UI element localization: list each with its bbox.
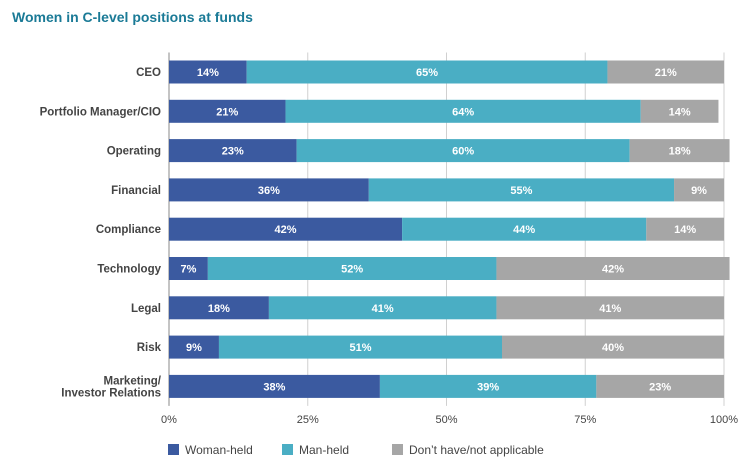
x-tick-label: 25% <box>297 414 319 426</box>
bar-don-t-have-not-applicable <box>607 60 724 84</box>
bar-man-held <box>218 335 502 359</box>
bar-don-t-have-not-applicable <box>596 374 724 398</box>
data-label: 52% <box>341 264 363 276</box>
bar-man-held <box>379 374 597 398</box>
data-label: 14% <box>669 106 691 118</box>
data-label: 60% <box>452 146 474 158</box>
data-label: 44% <box>513 224 535 236</box>
category-labels: CEO Portfolio Manager/CIO Operating Financi… <box>40 67 162 399</box>
bar-man-held <box>207 257 497 280</box>
data-label: 39% <box>477 381 499 393</box>
data-label: 65% <box>416 67 438 79</box>
data-label: 18% <box>669 146 691 158</box>
data-label: 36% <box>258 185 280 197</box>
data-label: 42% <box>602 264 624 276</box>
bar-woman-held <box>169 139 297 163</box>
x-tick-label: 75% <box>574 414 596 426</box>
bar-don-t-have-not-applicable <box>502 335 724 359</box>
data-label: 14% <box>674 224 696 236</box>
data-label: 51% <box>349 342 371 354</box>
legend-label: Woman-held <box>185 443 253 457</box>
data-label: 64% <box>452 106 474 118</box>
bar-man-held <box>368 178 675 202</box>
data-label: 9% <box>186 342 202 354</box>
legend-label: Man-held <box>299 443 349 457</box>
data-label: 23% <box>222 146 244 158</box>
category-label: CEO <box>136 67 161 79</box>
bar-woman-held <box>169 60 247 84</box>
x-tick-label: 100% <box>710 414 738 426</box>
chart-title: Women in C-level positions at funds <box>12 9 253 25</box>
category-label: Marketing/Investor Relations <box>61 375 162 399</box>
data-label: 7% <box>180 264 196 276</box>
legend-label: Don’t have/not applicable <box>409 443 544 457</box>
bar-man-held <box>268 296 497 320</box>
bar-woman-held <box>169 178 369 202</box>
bar-woman-held <box>169 217 403 241</box>
bar-woman-held <box>169 335 219 359</box>
bar-woman-held <box>169 374 380 398</box>
x-tick-label: 0% <box>161 414 177 426</box>
legend: Woman-held Man-held Don’t have/not applica… <box>168 443 544 457</box>
category-label: Legal <box>131 303 161 315</box>
bar-man-held <box>285 99 641 123</box>
category-label: Compliance <box>96 224 161 236</box>
data-label: 38% <box>263 381 285 393</box>
bar-woman-held <box>169 296 269 320</box>
x-tick-label: 50% <box>435 414 457 426</box>
bar-don-t-have-not-applicable <box>496 257 730 280</box>
bar-don-t-have-not-applicable <box>640 99 719 123</box>
bar-man-held <box>296 139 630 163</box>
bar-woman-held <box>169 257 208 280</box>
bar-don-t-have-not-applicable <box>646 217 724 241</box>
category-label: Operating <box>107 146 161 158</box>
category-label: Technology <box>97 264 161 276</box>
category-label: Risk <box>137 342 162 354</box>
data-label: 40% <box>602 342 624 354</box>
bar-don-t-have-not-applicable <box>496 296 724 320</box>
bar-woman-held <box>169 99 286 123</box>
legend-swatch-don-t-have-not-applicable <box>392 444 403 455</box>
data-label: 14% <box>197 67 219 79</box>
bar-don-t-have-not-applicable <box>674 178 724 202</box>
category-label: Financial <box>111 185 161 197</box>
bar-man-held <box>246 60 608 84</box>
bars: 14% 65% 21% 21% 64% 14% 23% 60% 18% 36% 55% 9% 42% 44… <box>169 60 730 398</box>
data-label: 41% <box>372 303 394 315</box>
data-label: 23% <box>649 381 671 393</box>
data-label: 42% <box>275 224 297 236</box>
data-label: 55% <box>510 185 532 197</box>
bar-man-held <box>402 217 647 241</box>
data-label: 21% <box>216 106 238 118</box>
x-axis-ticks: 0% 25% 50% 75% 100% <box>161 414 738 426</box>
category-label: Portfolio Manager/CIO <box>40 106 161 118</box>
data-label: 9% <box>691 185 707 197</box>
legend-swatch-man-held <box>282 444 293 455</box>
data-label: 18% <box>208 303 230 315</box>
bar-don-t-have-not-applicable <box>629 139 730 163</box>
legend-swatch-woman-held <box>168 444 179 455</box>
data-label: 41% <box>599 303 621 315</box>
data-label: 21% <box>655 67 677 79</box>
